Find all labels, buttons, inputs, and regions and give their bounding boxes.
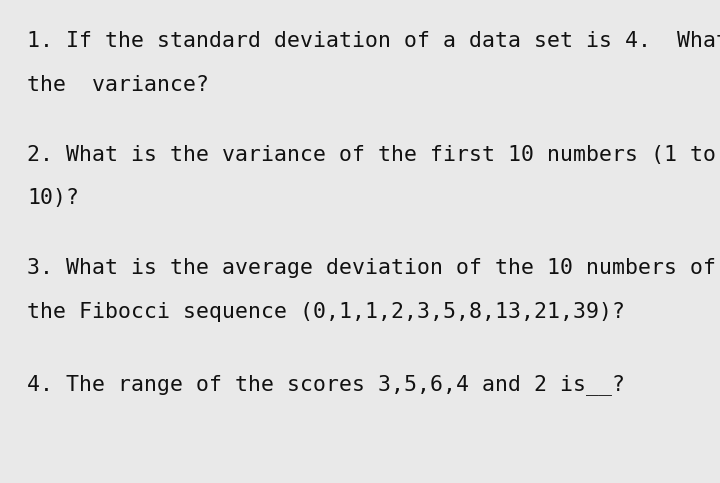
Text: the Fibocci sequence (0,1,1,2,3,5,8,13,21,39)?: the Fibocci sequence (0,1,1,2,3,5,8,13,2… — [27, 302, 626, 322]
Text: 2. What is the variance of the first 10 numbers (1 to: 2. What is the variance of the first 10 … — [27, 145, 716, 165]
Text: 3. What is the average deviation of the 10 numbers of: 3. What is the average deviation of the … — [27, 258, 716, 278]
Text: 4. The range of the scores 3,5,6,4 and 2 is__?: 4. The range of the scores 3,5,6,4 and 2… — [27, 374, 626, 395]
Text: 1. If the standard deviation of a data set is 4.  What is: 1. If the standard deviation of a data s… — [27, 31, 720, 51]
Text: 10)?: 10)? — [27, 188, 79, 208]
Text: the  variance?: the variance? — [27, 75, 210, 95]
